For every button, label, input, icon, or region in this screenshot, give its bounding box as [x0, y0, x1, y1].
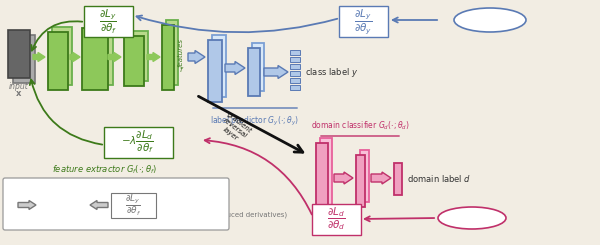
Text: gradient
reversal
layer: gradient reversal layer [217, 111, 253, 145]
Ellipse shape [438, 207, 506, 229]
FancyArrow shape [70, 52, 80, 61]
Text: domain classifier $G_d(\cdot;\theta_d)$: domain classifier $G_d(\cdot;\theta_d)$ [311, 120, 409, 132]
Ellipse shape [454, 8, 526, 32]
Bar [290, 71, 300, 76]
FancyArrow shape [108, 52, 121, 61]
FancyBboxPatch shape [338, 7, 388, 37]
Bar [290, 64, 300, 69]
Text: forwardprop: forwardprop [40, 210, 87, 220]
FancyArrow shape [18, 200, 36, 209]
Bar [48, 32, 68, 90]
Text: $\dfrac{\partial L_y}{\partial \theta_y}$: $\dfrac{\partial L_y}{\partial \theta_y}… [354, 8, 372, 37]
Bar [128, 31, 148, 81]
Bar [290, 57, 300, 62]
Text: domain label $d$: domain label $d$ [407, 172, 472, 184]
Bar [290, 78, 300, 83]
FancyBboxPatch shape [110, 193, 155, 218]
Bar [162, 25, 174, 90]
Bar [124, 36, 144, 86]
Text: $-\lambda\dfrac{\partial L_d}{\partial \theta_f}$: $-\lambda\dfrac{\partial L_d}{\partial \… [121, 129, 155, 155]
FancyArrow shape [371, 172, 391, 184]
Text: backprop (and produced derivatives): backprop (and produced derivatives) [158, 212, 287, 218]
Bar [394, 163, 402, 195]
FancyBboxPatch shape [3, 178, 229, 230]
Bar [87, 23, 113, 85]
Bar [360, 150, 369, 202]
Text: $\dfrac{\partial L_y}{\partial \theta_f}$: $\dfrac{\partial L_y}{\partial \theta_f}… [99, 8, 117, 36]
FancyArrow shape [33, 52, 45, 61]
Bar [252, 43, 264, 91]
Bar [13, 35, 35, 83]
Text: loss $L_d$: loss $L_d$ [457, 212, 488, 224]
Text: label predictor $G_y(\cdot;\theta_y)$: label predictor $G_y(\cdot;\theta_y)$ [211, 115, 299, 128]
Text: $\mathbf{x}$: $\mathbf{x}$ [16, 89, 23, 98]
Text: f: f [180, 67, 182, 73]
Bar [356, 155, 365, 207]
Bar [8, 30, 30, 78]
FancyArrow shape [334, 172, 353, 184]
FancyBboxPatch shape [83, 7, 133, 37]
FancyArrow shape [147, 52, 160, 61]
Text: class label $y$: class label $y$ [305, 65, 358, 78]
Bar [290, 85, 300, 90]
Bar [208, 40, 222, 102]
Text: $\dfrac{\partial L_d}{\partial \theta_d}$: $\dfrac{\partial L_d}{\partial \theta_d}… [326, 206, 346, 233]
Bar [248, 48, 260, 96]
FancyBboxPatch shape [104, 126, 173, 158]
Bar [212, 35, 226, 97]
Bar [82, 28, 108, 90]
Bar [290, 50, 300, 55]
Bar [316, 143, 328, 215]
FancyArrow shape [188, 50, 205, 63]
Text: feature extractor $G_f(\cdot;\theta_f)$: feature extractor $G_f(\cdot;\theta_f)$ [52, 163, 158, 175]
Bar [166, 20, 178, 85]
Text: input: input [9, 82, 29, 91]
Text: $\dfrac{\partial L_y}{\partial \theta_f}$: $\dfrac{\partial L_y}{\partial \theta_f}… [125, 192, 141, 218]
Bar [52, 27, 72, 85]
FancyBboxPatch shape [311, 204, 361, 234]
FancyArrow shape [264, 65, 288, 78]
FancyArrow shape [225, 61, 245, 74]
Bar [320, 138, 332, 210]
Text: loss $L_y$: loss $L_y$ [475, 13, 506, 26]
FancyArrow shape [90, 200, 108, 209]
Text: features: features [178, 37, 184, 66]
